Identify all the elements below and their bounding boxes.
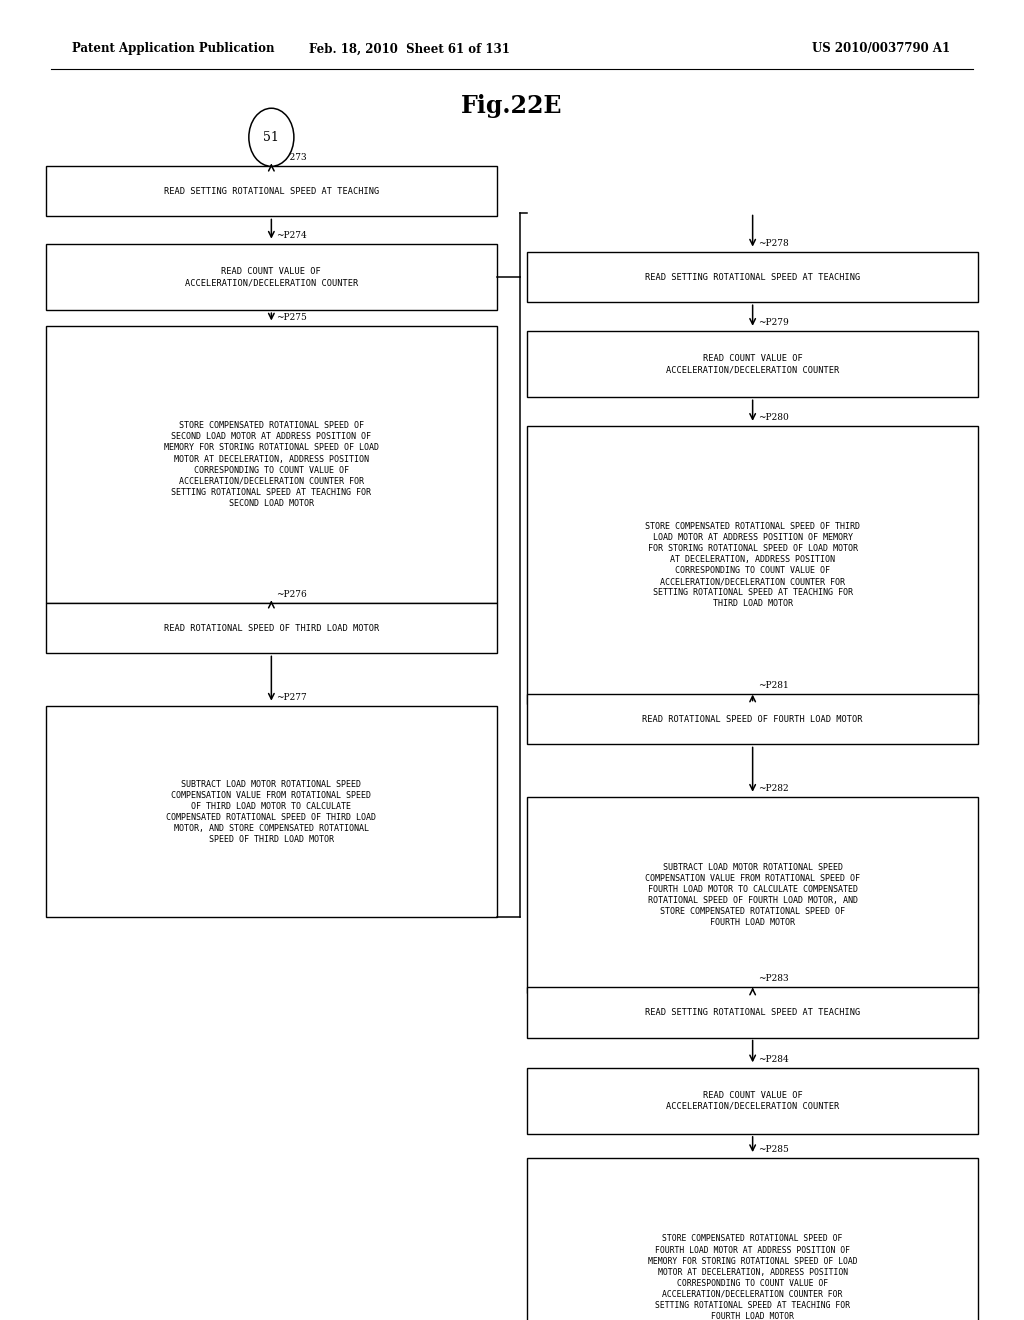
Text: STORE COMPENSATED ROTATIONAL SPEED OF
FOURTH LOAD MOTOR AT ADDRESS POSITION OF
M: STORE COMPENSATED ROTATIONAL SPEED OF FO… xyxy=(648,1234,857,1320)
Text: Feb. 18, 2010  Sheet 61 of 131: Feb. 18, 2010 Sheet 61 of 131 xyxy=(309,42,510,55)
Text: STORE COMPENSATED ROTATIONAL SPEED OF THIRD
LOAD MOTOR AT ADDRESS POSITION OF ME: STORE COMPENSATED ROTATIONAL SPEED OF TH… xyxy=(645,521,860,609)
Text: READ COUNT VALUE OF
ACCELERATION/DECELERATION COUNTER: READ COUNT VALUE OF ACCELERATION/DECELER… xyxy=(666,1090,840,1111)
Bar xyxy=(527,426,978,704)
Circle shape xyxy=(249,108,294,166)
Bar xyxy=(527,1158,978,1320)
Text: ~P275: ~P275 xyxy=(276,313,307,322)
Text: ~P285: ~P285 xyxy=(758,1144,788,1154)
Text: STORE COMPENSATED ROTATIONAL SPEED OF
SECOND LOAD MOTOR AT ADDRESS POSITION OF
M: STORE COMPENSATED ROTATIONAL SPEED OF SE… xyxy=(164,421,379,508)
Text: READ COUNT VALUE OF
ACCELERATION/DECELERATION COUNTER: READ COUNT VALUE OF ACCELERATION/DECELER… xyxy=(666,354,840,375)
Text: ~P284: ~P284 xyxy=(758,1055,788,1064)
Text: ~P283: ~P283 xyxy=(758,974,788,983)
Bar xyxy=(527,331,978,397)
Text: READ SETTING ROTATIONAL SPEED AT TEACHING: READ SETTING ROTATIONAL SPEED AT TEACHIN… xyxy=(645,1008,860,1016)
Text: Patent Application Publication: Patent Application Publication xyxy=(72,42,274,55)
Bar xyxy=(527,797,978,993)
Text: ~P281: ~P281 xyxy=(758,681,788,690)
Text: READ ROTATIONAL SPEED OF FOURTH LOAD MOTOR: READ ROTATIONAL SPEED OF FOURTH LOAD MOT… xyxy=(642,715,863,723)
Text: READ SETTING ROTATIONAL SPEED AT TEACHING: READ SETTING ROTATIONAL SPEED AT TEACHIN… xyxy=(164,187,379,195)
Text: ~P273: ~P273 xyxy=(276,153,307,162)
Text: ~P279: ~P279 xyxy=(758,318,788,327)
Text: ~P278: ~P278 xyxy=(758,239,788,248)
Text: SUBTRACT LOAD MOTOR ROTATIONAL SPEED
COMPENSATION VALUE FROM ROTATIONAL SPEED OF: SUBTRACT LOAD MOTOR ROTATIONAL SPEED COM… xyxy=(645,863,860,927)
Bar xyxy=(46,603,497,653)
Text: ~P280: ~P280 xyxy=(758,413,788,422)
Bar xyxy=(46,706,497,917)
Bar xyxy=(527,987,978,1038)
Text: READ ROTATIONAL SPEED OF THIRD LOAD MOTOR: READ ROTATIONAL SPEED OF THIRD LOAD MOTO… xyxy=(164,624,379,632)
Text: ~P274: ~P274 xyxy=(276,231,307,240)
Bar xyxy=(527,252,978,302)
Text: ~P282: ~P282 xyxy=(758,784,788,793)
Text: 51: 51 xyxy=(263,131,280,144)
Bar xyxy=(46,166,497,216)
Text: READ SETTING ROTATIONAL SPEED AT TEACHING: READ SETTING ROTATIONAL SPEED AT TEACHIN… xyxy=(645,273,860,281)
Bar xyxy=(46,244,497,310)
Bar xyxy=(527,694,978,744)
Text: SUBTRACT LOAD MOTOR ROTATIONAL SPEED
COMPENSATION VALUE FROM ROTATIONAL SPEED
OF: SUBTRACT LOAD MOTOR ROTATIONAL SPEED COM… xyxy=(166,780,377,843)
Bar xyxy=(46,326,497,603)
Text: ~P276: ~P276 xyxy=(276,590,307,599)
Text: US 2010/0037790 A1: US 2010/0037790 A1 xyxy=(812,42,949,55)
Text: ~P277: ~P277 xyxy=(276,693,307,702)
Text: Fig.22E: Fig.22E xyxy=(461,94,563,117)
Text: READ COUNT VALUE OF
ACCELERATION/DECELERATION COUNTER: READ COUNT VALUE OF ACCELERATION/DECELER… xyxy=(184,267,358,288)
Bar xyxy=(527,1068,978,1134)
